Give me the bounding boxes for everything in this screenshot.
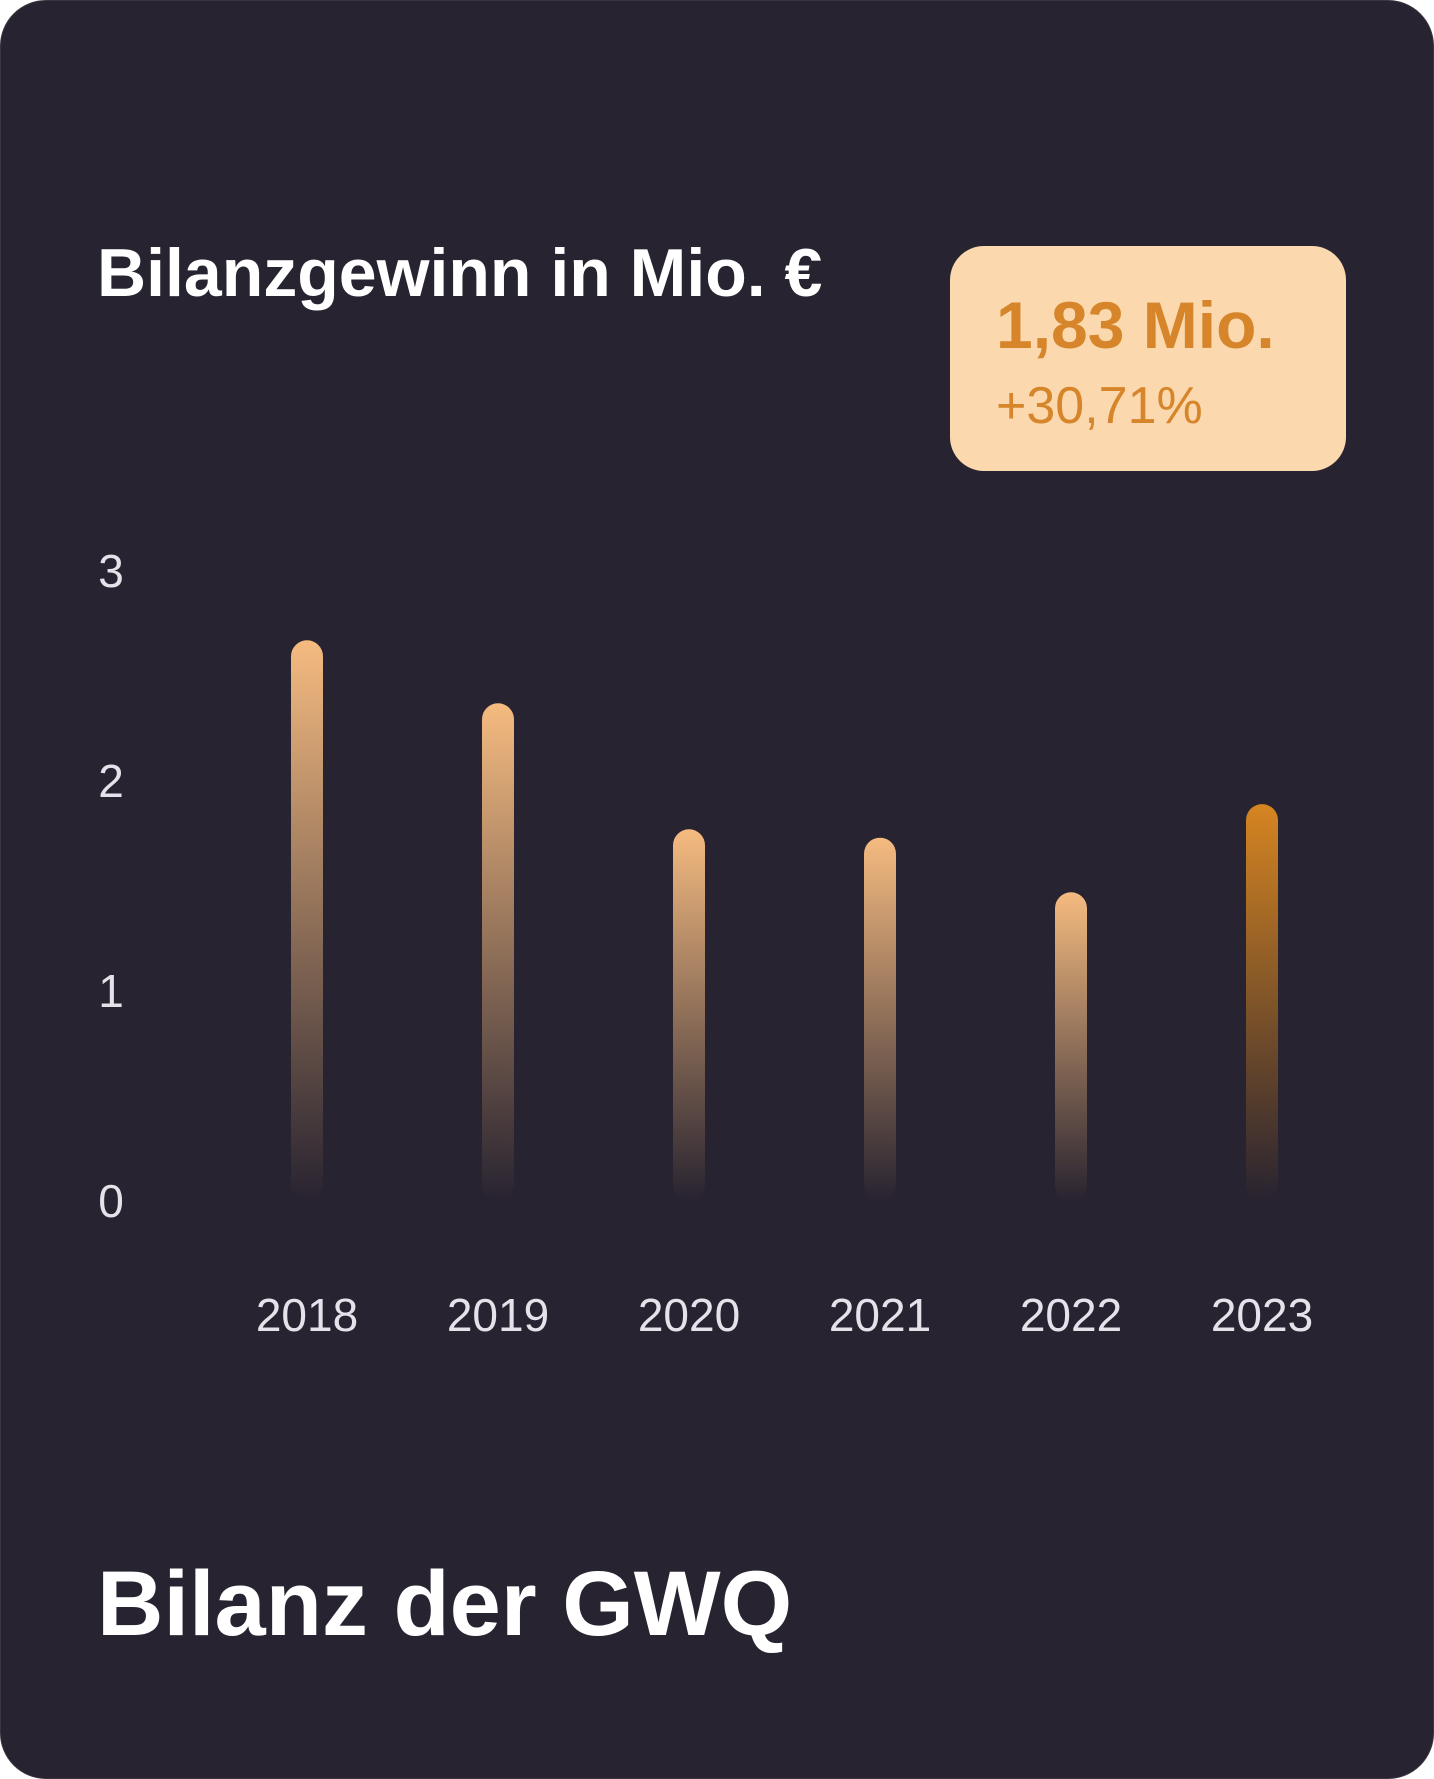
x-tick-label-2019: 2019 [447,1289,549,1341]
chart-title: Bilanzgewinn in Mio. € [97,235,823,311]
x-tick-label-2023: 2023 [1211,1289,1313,1341]
kpi-value: 1,83 Mio. [996,288,1275,362]
footer-title: Bilanz der GWQ [97,1553,793,1655]
bar-2023 [1246,804,1278,1201]
x-tick-label-2020: 2020 [638,1289,740,1341]
bar-series [291,640,1278,1201]
x-axis: 2018 2019 2020 2021 2022 2023 [256,1289,1313,1341]
bar-2019 [482,703,514,1201]
bar-2022 [1055,892,1087,1201]
kpi-change: +30,71% [996,377,1203,435]
bar-2021 [864,837,896,1201]
bar-2020 [673,829,705,1201]
y-axis: 0 1 2 3 [98,545,124,1227]
y-tick-label: 2 [98,755,124,807]
x-tick-label-2021: 2021 [829,1289,931,1341]
x-tick-label-2018: 2018 [256,1289,358,1341]
y-tick-label: 1 [98,965,124,1017]
bar-2018 [291,640,323,1201]
x-tick-label-2022: 2022 [1020,1289,1122,1341]
y-tick-label: 0 [98,1175,124,1227]
y-tick-label: 3 [98,545,124,597]
kpi-badge: 1,83 Mio. +30,71% [950,246,1346,471]
